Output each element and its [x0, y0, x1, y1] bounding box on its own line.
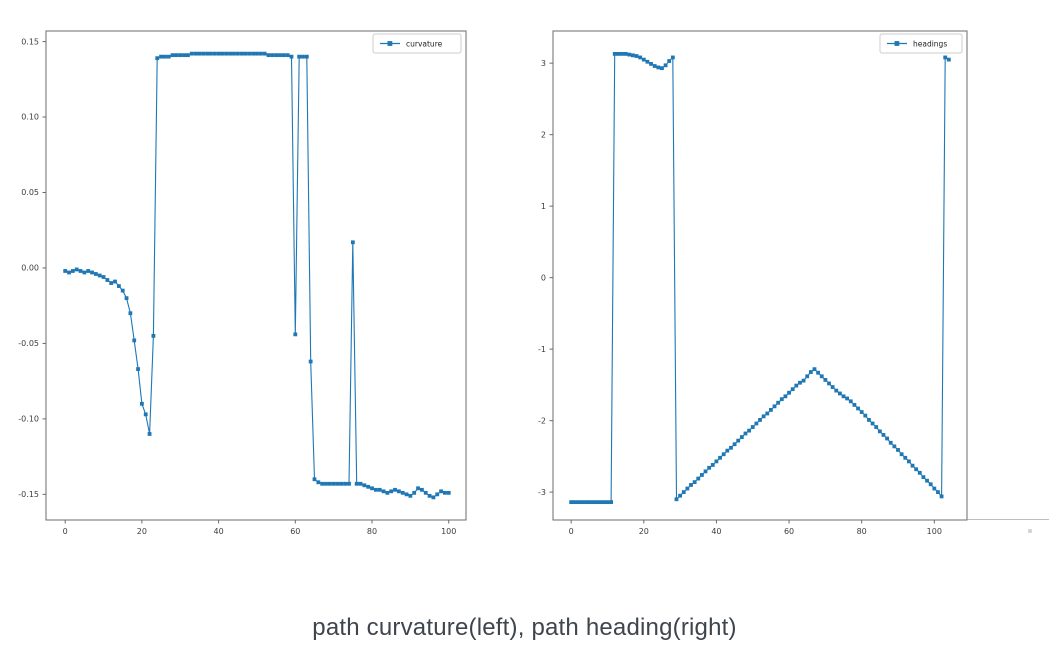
- y-tick-label: 0.10: [21, 113, 39, 122]
- x-tick-label: 0: [63, 527, 68, 536]
- y-tick-label: -2: [538, 416, 546, 425]
- x-tick-label: 20: [137, 527, 147, 536]
- y-tick-label: 0.05: [21, 188, 39, 197]
- x-tick-label: 80: [857, 527, 867, 536]
- curvature-chart: 0 20 40 60 80 100 0.15 0.10 0.05 0.00 -0.05 -0.10 -0…: [18, 30, 467, 536]
- x-tick-label: 100: [927, 527, 942, 536]
- y-tick-label: 0.00: [21, 264, 39, 273]
- y-tick-label: -0.05: [18, 339, 39, 348]
- x-tick-label: 40: [711, 527, 721, 536]
- y-tick-label: 3: [541, 59, 546, 68]
- y-tick-label: -1: [538, 345, 546, 354]
- figure-caption: path curvature(left), path heading(right…: [312, 614, 737, 641]
- legend-label: curvature: [406, 39, 443, 48]
- x-tick-label: 40: [214, 527, 224, 536]
- legend: curvature: [372, 33, 462, 54]
- y-tick-label: 0.15: [21, 37, 39, 46]
- cropped-axis-line: [967, 519, 1049, 520]
- x-tick-label: 20: [639, 527, 649, 536]
- x-tick-label: 100: [441, 527, 456, 536]
- x-tick-label: 60: [290, 527, 300, 536]
- legend-label: headings: [913, 39, 947, 48]
- y-tick-label: 1: [541, 202, 546, 211]
- y-tick-label: 2: [541, 130, 546, 139]
- headings-chart: 0 20 40 60 80 100 3 2 1 0 -1 -2 -3 headings: [538, 30, 968, 536]
- y-tick-label: -0.15: [18, 490, 39, 499]
- x-tick-label: 0: [569, 527, 574, 536]
- x-tick-label: 60: [784, 527, 794, 536]
- y-tick-label: -3: [538, 488, 546, 497]
- cropped-axis-tick: [1028, 529, 1032, 533]
- y-tick-label: -0.10: [18, 415, 39, 424]
- legend: headings: [879, 33, 963, 54]
- x-tick-label: 80: [367, 527, 377, 536]
- y-tick-label: 0: [541, 273, 546, 282]
